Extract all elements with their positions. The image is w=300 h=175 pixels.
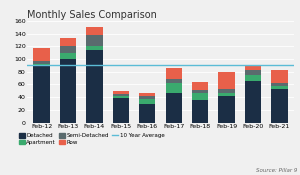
Bar [166, 83, 182, 93]
Text: Monthly Sales Comparison: Monthly Sales Comparison [27, 10, 157, 20]
Bar [60, 53, 76, 59]
Bar [33, 61, 50, 64]
Bar [192, 82, 208, 90]
Bar [33, 65, 50, 122]
Bar [245, 75, 261, 81]
Bar [86, 27, 103, 35]
Bar [60, 46, 76, 53]
Bar [139, 93, 155, 96]
Legend: Detached, Apartment, Semi-Detached, Row, 10 Year Average: Detached, Apartment, Semi-Detached, Row,… [19, 133, 164, 145]
Bar [86, 46, 103, 50]
Bar [60, 59, 76, 122]
Bar [139, 104, 155, 122]
Bar [113, 91, 129, 94]
Bar [166, 68, 182, 79]
Bar [139, 96, 155, 99]
Bar [245, 65, 261, 70]
Bar [271, 89, 288, 122]
Bar [218, 96, 235, 122]
Bar [192, 90, 208, 93]
Bar [33, 48, 50, 61]
Bar [218, 89, 235, 93]
Bar [139, 99, 155, 104]
Bar [86, 35, 103, 46]
Bar [192, 93, 208, 100]
Bar [60, 38, 76, 46]
Bar [166, 93, 182, 122]
Bar [192, 100, 208, 122]
Bar [271, 83, 288, 86]
Bar [271, 70, 288, 83]
Bar [271, 86, 288, 89]
Bar [113, 94, 129, 96]
Bar [166, 79, 182, 83]
Bar [218, 72, 235, 89]
Bar [245, 70, 261, 75]
Bar [113, 96, 129, 98]
Bar [33, 64, 50, 65]
Bar [245, 81, 261, 122]
Text: Source: Pillar 9: Source: Pillar 9 [256, 168, 297, 173]
Bar [218, 93, 235, 96]
Bar [86, 50, 103, 122]
Bar [113, 98, 129, 122]
